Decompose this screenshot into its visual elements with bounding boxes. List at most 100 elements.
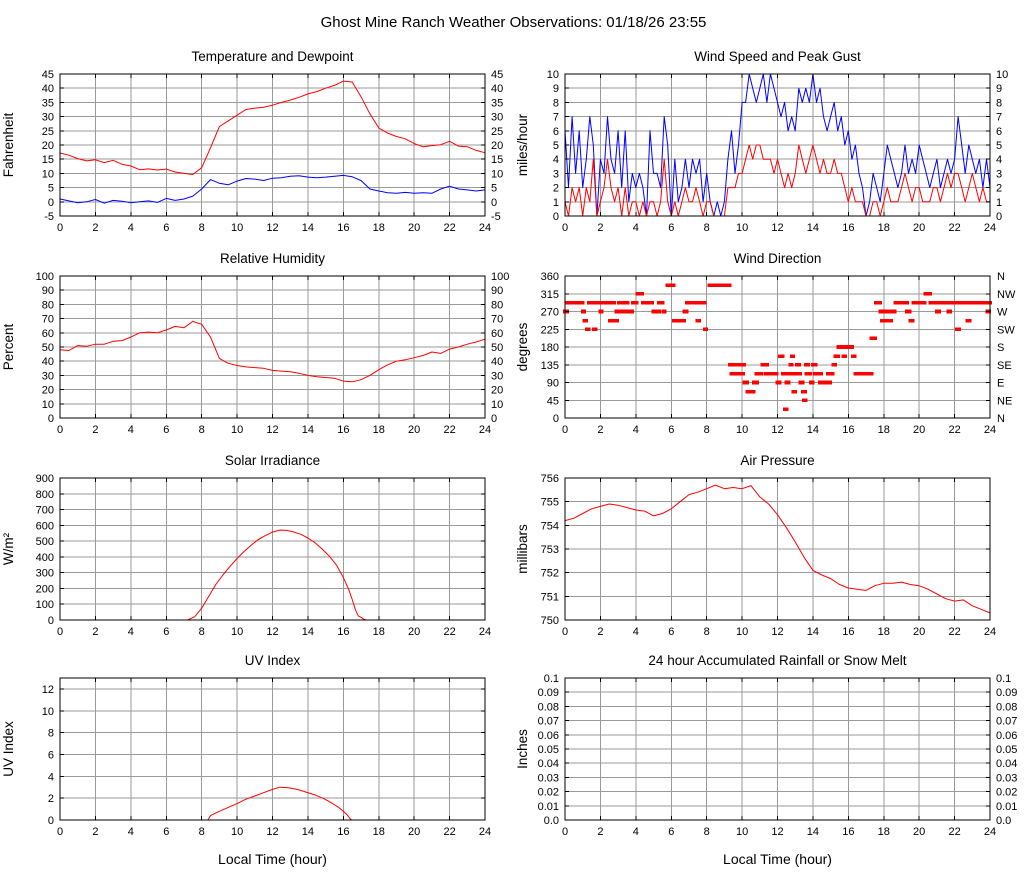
y-tick-label: 0.1 <box>544 673 559 685</box>
air-pressure-chart: 0 2 4 6 8 10 12 14 16 18 20 22 247507517527537547557… <box>515 453 996 638</box>
wind-direction-dash <box>798 380 805 385</box>
x-tick-label: 18 <box>373 826 385 838</box>
wind-direction-dash <box>631 301 639 305</box>
y-tick-label: 0.09 <box>538 687 559 699</box>
wind-speed-line <box>564 144 990 217</box>
wind-direction-dash <box>605 301 611 305</box>
x-tick-label: 20 <box>408 424 420 436</box>
wind-direction-dash <box>582 318 588 323</box>
y-tick-label: 10 <box>42 706 54 718</box>
wind-direction-dash <box>707 283 732 287</box>
x-tick-label: 8 <box>704 626 710 638</box>
y-tick-label: 10 <box>42 168 54 180</box>
y-tick-label: 0 <box>553 413 559 425</box>
x-tick-label: 24 <box>984 626 996 638</box>
y-right-tick-label: 0.09 <box>996 687 1017 699</box>
x-tick-label: 10 <box>231 626 243 638</box>
y-right-tick-label: 35 <box>491 97 503 109</box>
x-tick-label: 24 <box>984 424 996 436</box>
y-tick-label: 755 <box>541 497 559 509</box>
x-tick-label: 20 <box>913 424 925 436</box>
x-tick-label: 24 <box>479 626 491 638</box>
wind-direction-dash <box>635 292 644 296</box>
compass-label: NW <box>997 289 1016 301</box>
wind-direction-dash <box>702 327 709 332</box>
wind-speed-gust-cell: 0 2 4 6 8 10 12 14 16 18 20 22 24 0 0 1 1 2 2 3 3 4 4 5 5 6 6 7 7 8 8 9… <box>514 42 1027 244</box>
x-tick-label: 8 <box>199 626 205 638</box>
y-right-tick-label: 0 <box>996 211 1002 223</box>
x-tick-label: 0 <box>57 424 63 436</box>
y-tick-label: 8 <box>48 728 54 740</box>
wind-direction-dash <box>821 380 833 385</box>
wind-direction-dash <box>810 363 818 367</box>
x-tick-label: 6 <box>668 424 674 436</box>
y-axis-title: Inches <box>515 729 530 769</box>
wind-direction-dash <box>908 318 915 323</box>
y-right-tick-label: 10 <box>491 399 503 411</box>
wind-direction-dash <box>617 301 623 305</box>
y-tick-label: 90 <box>42 285 54 297</box>
x-tick-label: 10 <box>736 626 748 638</box>
y-tick-label: 0 <box>48 815 54 827</box>
wind-direction-dash <box>841 354 848 358</box>
y-tick-label: 600 <box>36 520 54 532</box>
compass-label: NE <box>997 395 1012 407</box>
x-tick-label: 22 <box>443 626 455 638</box>
wind-direction-dash <box>850 354 857 358</box>
y-tick-label: 90 <box>547 378 559 390</box>
compass-label: N <box>997 271 1005 283</box>
x-tick-label: 14 <box>302 222 314 234</box>
x-tick-label: 12 <box>771 826 783 838</box>
charts-grid: 0 2 4 6 8 10 12 14 16 18 20 22 24 -5 -5 0 0 5 5 10 10 15 15 20 2… <box>0 42 1027 878</box>
wind-direction-dash <box>788 363 794 367</box>
wind-direction-dash <box>869 336 877 341</box>
y-tick-label: 754 <box>541 520 559 532</box>
y-tick-label: 35 <box>42 97 54 109</box>
wind-direction-dash <box>733 363 741 367</box>
y-right-tick-label: 0.04 <box>996 758 1017 770</box>
y-tick-label: 80 <box>42 299 54 311</box>
x-tick-label: 18 <box>373 626 385 638</box>
y-tick-label: 15 <box>42 154 54 166</box>
x-tick-label: 6 <box>668 222 674 234</box>
x-tick-label: 18 <box>373 424 385 436</box>
wind-direction-dash <box>782 407 789 412</box>
compass-label: E <box>997 378 1004 390</box>
x-tick-label: 10 <box>736 424 748 436</box>
y-right-tick-label: 2 <box>996 183 1002 195</box>
wind-direction-dash <box>795 363 801 367</box>
x-tick-label: 0 <box>57 222 63 234</box>
wind-direction-dash <box>946 309 953 314</box>
peak-gust-line <box>564 73 991 217</box>
y-right-tick-label: 20 <box>491 385 503 397</box>
y-tick-label: 45 <box>42 69 54 81</box>
y-tick-label: 60 <box>42 328 54 340</box>
y-right-tick-label: 10 <box>491 168 503 180</box>
x-tick-label: 8 <box>199 826 205 838</box>
x-tick-label: 2 <box>92 626 98 638</box>
y-tick-label: 3 <box>553 168 559 180</box>
y-tick-label: 900 <box>36 473 54 485</box>
y-tick-label: 800 <box>36 489 54 501</box>
x-tick-label: 6 <box>668 826 674 838</box>
y-right-tick-label: 0.07 <box>996 716 1017 728</box>
y-right-tick-label: 100 <box>491 271 509 283</box>
y-right-tick-label: 70 <box>491 314 503 326</box>
x-tick-label: 24 <box>984 222 996 234</box>
x-tick-label: 12 <box>771 424 783 436</box>
y-right-tick-label: 5 <box>491 183 497 195</box>
y-right-tick-label: -5 <box>491 211 501 223</box>
uv-index-cell: 0 2 4 6 8 10 12 14 16 18 20 22 24 0 2 4 6 8 10 12 UV Index UV… <box>0 648 513 878</box>
wind-direction-dash <box>982 301 989 305</box>
y-tick-label: 20 <box>42 140 54 152</box>
y-right-tick-label: 0.06 <box>996 730 1017 742</box>
y-right-tick-label: 40 <box>491 356 503 368</box>
y-right-tick-label: 30 <box>491 112 503 124</box>
wind-direction-dash <box>752 380 760 385</box>
x-tick-label: 14 <box>807 826 819 838</box>
wind-direction-dash <box>745 389 756 394</box>
wind-direction-dash <box>651 309 661 314</box>
temperature-line <box>59 80 486 175</box>
y-tick-label: 750 <box>541 615 559 627</box>
compass-label: S <box>997 342 1004 354</box>
